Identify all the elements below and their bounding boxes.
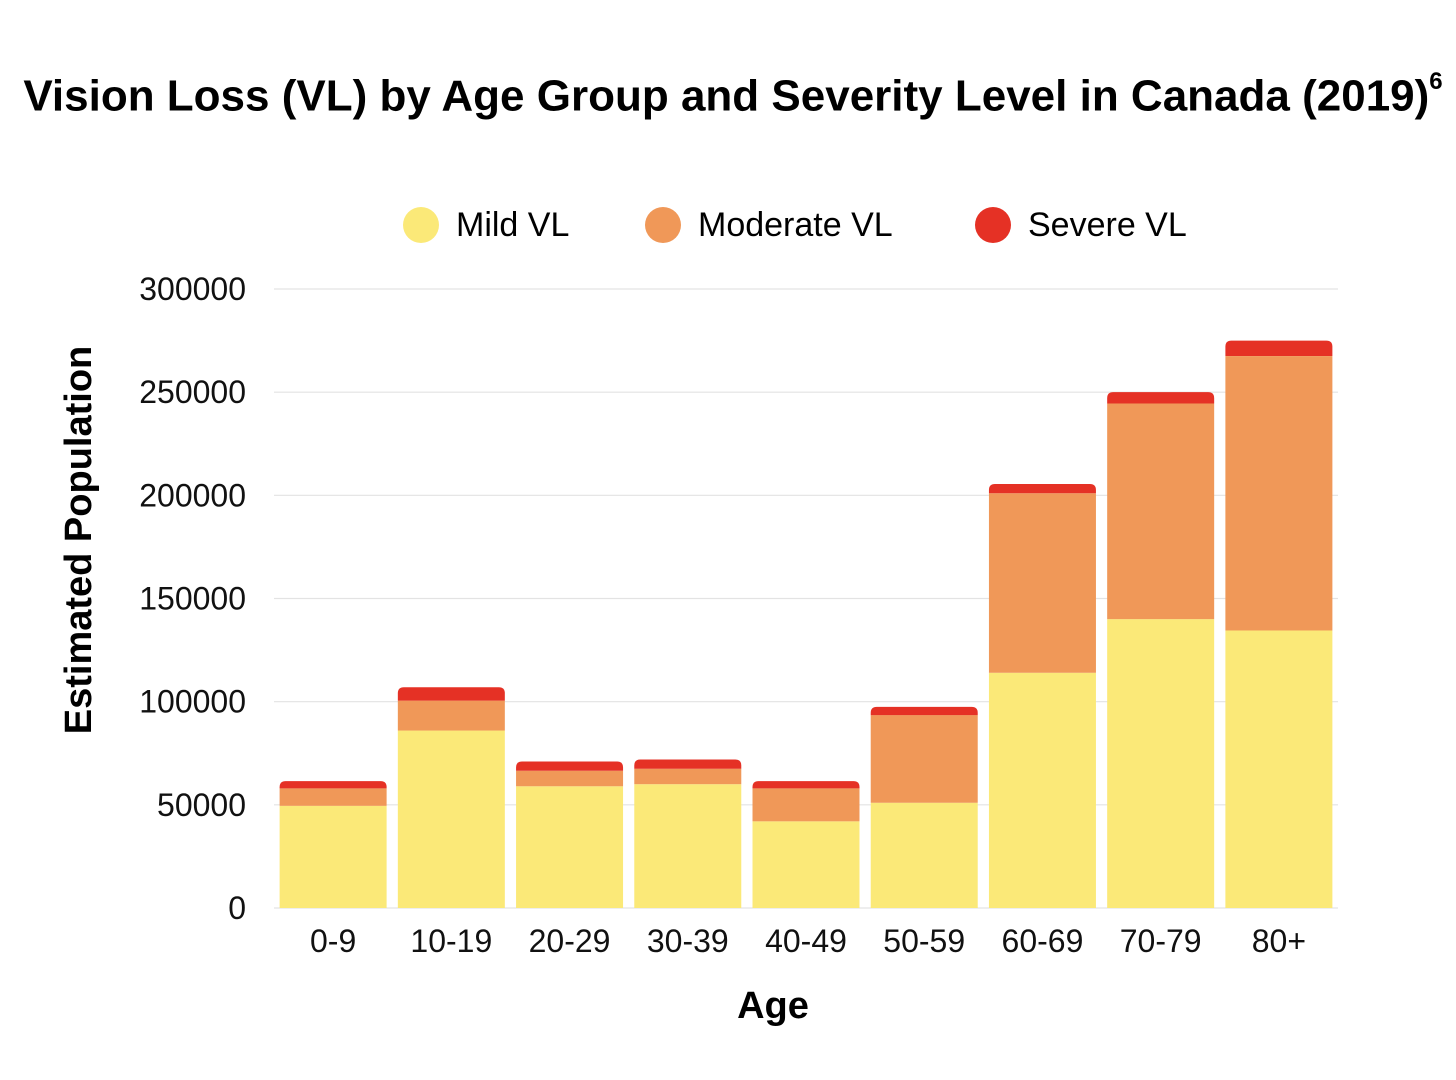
x-tick-label: 0-9 [310,923,356,959]
x-axis-title: Age [737,985,809,1027]
x-tick-label: 70-79 [1120,923,1202,959]
bar-moderate[interactable] [279,788,387,806]
bar-moderate[interactable] [870,715,978,803]
legend-swatch-moderate [645,207,681,243]
legend-item-mild[interactable]: Mild VL [403,203,569,247]
bar-mild[interactable] [1225,630,1333,908]
bar-mild[interactable] [397,730,505,908]
chart-title-text: Vision Loss (VL) by Age Group and Severi… [23,71,1430,121]
x-tick-label: 50-59 [883,923,965,959]
y-tick-label: 300000 [139,271,246,307]
bar-moderate[interactable] [634,768,742,785]
bar-severe[interactable] [752,781,860,789]
chart-title-footnote: 6 [1429,68,1443,95]
bar-severe[interactable] [1107,392,1215,404]
legend-label-moderate: Moderate VL [698,206,893,244]
y-axis-title: Estimated Population [58,346,100,734]
bar-mild[interactable] [516,786,624,908]
y-tick-label: 50000 [157,787,246,823]
bars [279,340,1333,908]
bar-severe[interactable] [1225,340,1333,357]
y-tick-label: 150000 [139,581,246,617]
legend-label-mild: Mild VL [456,206,570,244]
legend-item-severe[interactable]: Severe VL [975,203,1187,247]
legend-label-severe: Severe VL [1028,206,1187,244]
chart-title: Vision Loss (VL) by Age Group and Severi… [0,58,1456,127]
bar-severe[interactable] [870,706,978,716]
bar-moderate[interactable] [397,700,505,731]
bar-mild[interactable] [634,784,742,908]
x-axis-ticks: 0-9 10-19 20-29 30-39 40-49 50-59 60-69 70-79 80… [310,923,1306,959]
y-axis-ticks: 0 50000 100000 150000 200000 250000 300000 [139,271,246,926]
bar-moderate[interactable] [752,788,860,822]
bar-moderate[interactable] [516,770,624,787]
y-tick-label: 100000 [139,684,246,720]
bar-moderate[interactable] [988,493,1096,673]
legend-item-moderate[interactable]: Moderate VL [645,203,893,247]
y-tick-label: 0 [228,890,246,926]
bar-mild[interactable] [988,672,1096,908]
bar-moderate[interactable] [1225,356,1333,631]
y-tick-label: 200000 [139,477,246,513]
x-tick-label: 80+ [1252,923,1306,959]
bar-severe[interactable] [279,781,387,789]
bar-severe[interactable] [634,759,742,769]
bar-moderate[interactable] [1107,403,1215,620]
bar-severe[interactable] [397,687,505,701]
legend: Mild VL Moderate VL Severe VL [0,203,1456,247]
bar-mild[interactable] [279,805,387,908]
bar-mild[interactable] [870,802,978,908]
x-tick-label: 30-39 [647,923,729,959]
x-tick-label: 40-49 [765,923,847,959]
x-tick-label: 60-69 [1002,923,1084,959]
x-tick-label: 10-19 [410,923,492,959]
bar-severe[interactable] [988,483,1096,494]
x-tick-label: 20-29 [529,923,611,959]
bar-severe[interactable] [516,761,624,771]
legend-swatch-mild [403,207,439,243]
bar-mild[interactable] [1107,619,1215,908]
bar-mild[interactable] [752,821,860,908]
y-tick-label: 250000 [139,374,246,410]
legend-swatch-severe [975,207,1011,243]
